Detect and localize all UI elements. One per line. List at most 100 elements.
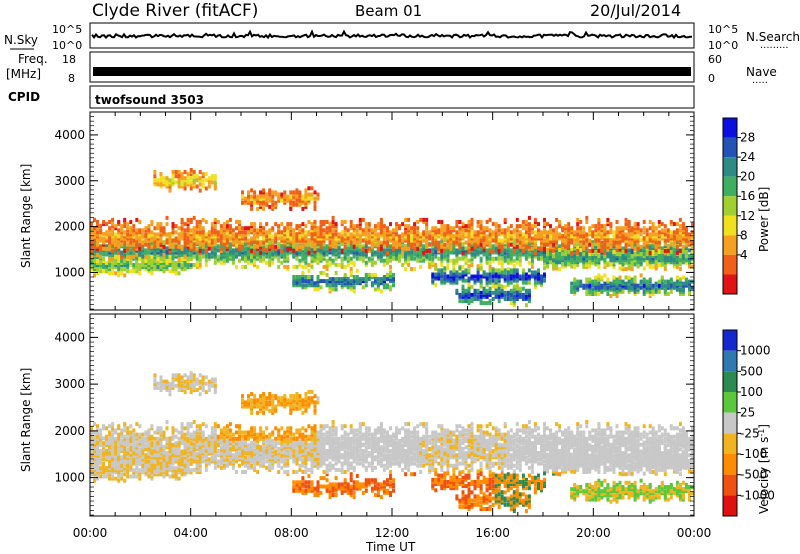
heatmap-cell [204,178,208,183]
heatmap-cell [669,236,673,241]
heatmap-cell [597,226,601,231]
heatmap-cell [461,286,465,291]
heatmap-cell [183,222,187,227]
heatmap-cell [503,220,507,224]
heatmap-cell [216,230,220,235]
heatmap-cell [440,228,444,233]
heatmap-cell [207,256,211,261]
heatmap-cell [216,220,220,224]
heatmap-cell [93,244,96,249]
heatmap-cell [201,182,205,187]
heatmap-cell [382,224,386,229]
heatmap-cell [334,270,338,275]
heatmap-cell [256,236,260,241]
heatmap-cell [346,242,350,247]
heatmap-cell [612,258,616,263]
heatmap-cell [479,294,483,299]
heatmap-cell [603,226,607,231]
heatmap-cell [564,244,568,249]
heatmap-cell [515,286,519,291]
heatmap-cell [603,285,607,290]
heatmap-cell [277,198,281,203]
heatmap-cell [443,224,447,229]
heatmap-cell [591,258,595,263]
heatmap-cell [325,279,329,284]
heatmap-cell [576,256,580,261]
heatmap-cell [570,232,574,237]
heatmap-cell [244,242,247,247]
heatmap-cell [307,198,311,203]
heatmap-cell [585,215,589,220]
heatmap-cell [180,250,184,255]
heatmap-cell [633,262,637,267]
heatmap-cell [126,238,130,243]
heatmap-cell [485,292,489,297]
heatmap-cell [386,228,389,233]
heatmap-cell [123,230,127,235]
heatmap-cell [162,226,166,231]
heatmap-cell [530,272,534,277]
heatmap-cell [434,242,438,247]
heatmap-cell [651,226,655,231]
heatmap-cell [494,256,498,261]
heatmap-cell [183,263,187,268]
heatmap-cell [129,226,133,231]
heatmap-cell [195,246,199,251]
heatmap-cell [364,244,368,249]
heatmap-cell [434,266,438,271]
heatmap-cell [222,236,226,241]
heatmap-cell [600,224,604,229]
heatmap-cell [319,226,323,231]
heatmap-cell [159,180,163,185]
heatmap-cell [485,226,489,231]
heatmap-cell [292,248,296,253]
heatmap-cell [509,232,513,237]
heatmap-cell [476,276,480,281]
heatmap-cell [373,250,377,255]
heatmap-cell [298,238,302,243]
heatmap-cell [99,236,103,241]
heatmap-cell [386,232,389,237]
heatmap-cell [247,226,250,231]
heatmap-cell [564,242,568,247]
heatmap-cell [624,283,628,288]
heatmap-cell [162,269,166,274]
heatmap-cell [114,271,118,276]
heatmap-cell [189,242,193,247]
heatmap-cell [319,238,323,243]
heatmap-cell [222,238,226,243]
heatmap-cell [283,250,287,255]
heatmap-cell [370,260,374,265]
heatmap-cell [117,236,121,241]
heatmap-cell [527,299,531,304]
heatmap-cell [96,424,99,429]
heatmap-cell [488,256,492,261]
heatmap-cell [325,230,329,235]
heatmap-cell [189,176,193,181]
heatmap-cell [204,244,208,249]
heatmap-cell [588,228,592,233]
heatmap-cell [476,278,480,283]
heatmap-cell [624,217,628,222]
heatmap-cell [295,198,299,203]
heatmap-cell [304,275,308,279]
heatmap-cell [346,228,350,233]
heatmap-cell [286,264,290,269]
heatmap-cell [238,250,241,255]
heatmap-cell [461,242,465,247]
heatmap-cell [144,248,148,253]
heatmap-cell [521,232,525,237]
heatmap-cell [642,279,646,284]
heatmap-cell [681,285,685,290]
heatmap-cell [382,248,386,253]
heatmap-cell [606,285,610,290]
heatmap-cell [150,236,154,241]
heatmap-cell [476,236,480,241]
heatmap-cell [352,275,356,279]
heatmap-cell [494,278,498,283]
heatmap-cell [244,256,247,261]
heatmap-cell [639,228,643,233]
heatmap-cell [364,226,368,231]
heatmap-cell [304,254,308,259]
